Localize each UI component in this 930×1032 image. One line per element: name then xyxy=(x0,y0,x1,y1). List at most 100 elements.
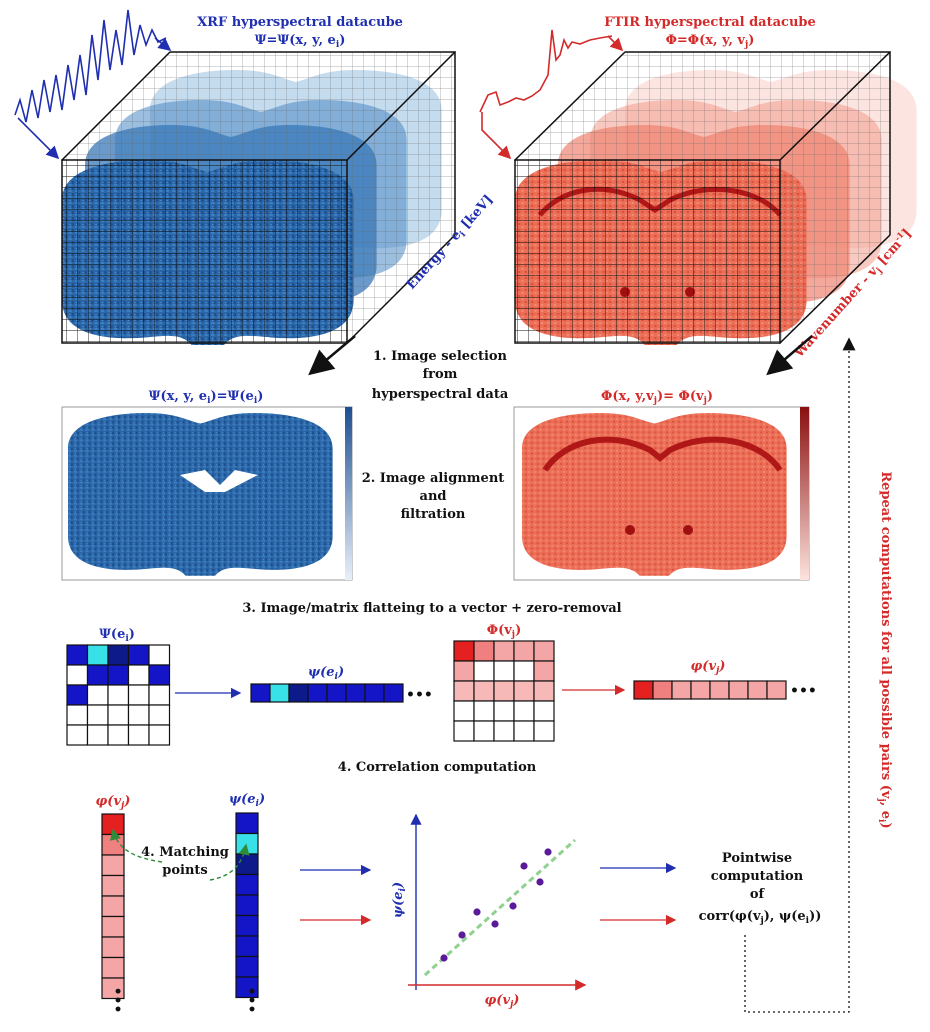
xrf-spectrum xyxy=(14,9,167,123)
scatter-x-label: φ(vj) xyxy=(485,993,520,1010)
scatter-point xyxy=(536,878,544,886)
xrf-matrix-cell xyxy=(127,684,150,706)
matching-points-line2: points xyxy=(162,863,207,878)
xrf-column-cell xyxy=(235,894,259,917)
xrf-column-vector xyxy=(235,812,259,999)
xrf-vector-cell xyxy=(250,683,271,703)
ftir-column-cell xyxy=(101,813,125,836)
ftir-matrix-cell xyxy=(473,660,495,682)
xrf-matrix-cell xyxy=(86,664,109,686)
xrf-matrix-cell xyxy=(107,664,130,686)
ftir-column-label: φ(vj) xyxy=(96,794,131,811)
xrf-selected-image xyxy=(61,406,353,581)
xrf-matrix-cell xyxy=(86,644,109,666)
xrf-column-cell xyxy=(235,955,259,978)
ftir-matrix-cell xyxy=(473,720,495,742)
xrf-image-label: Ψ(x, y, ei)=Ψ(ei) xyxy=(149,389,264,406)
ftir-datacube xyxy=(479,29,917,345)
xrf-cube-formula: Ψ=Ψ(x, y, ei) xyxy=(255,33,346,50)
correlation-scatter-plot xyxy=(408,813,587,991)
ftir-column-cell xyxy=(101,854,125,877)
ftir-matrix-cell xyxy=(453,720,475,742)
ftir-colorbar xyxy=(800,407,809,580)
scatter-fit-line xyxy=(423,838,577,977)
xrf-matrix-cell xyxy=(107,644,130,666)
ftir-matrix-label: Φ(vj) xyxy=(487,623,521,640)
step2-line1: 2. Image alignment xyxy=(362,471,505,486)
ftir-vector-cell xyxy=(671,680,692,700)
xrf-matrix-cell xyxy=(66,684,89,706)
ftir-cube-title: FTIR hyperspectral datacube xyxy=(604,15,816,30)
ftir-matrix-cell xyxy=(453,660,475,682)
xrf-vector-cell xyxy=(326,683,347,703)
ftir-image-label: Φ(x, y,vj)= Φ(vj) xyxy=(601,389,713,406)
result-line3: of xyxy=(750,887,766,902)
ftir-vector-cell xyxy=(652,680,673,700)
result-line4: corr(φ(vj), ψ(ei)) xyxy=(699,909,822,926)
scatter-point xyxy=(440,954,448,962)
xrf-column-cell xyxy=(235,914,259,937)
xrf-matrix-cell xyxy=(66,704,89,726)
xrf-column-cell xyxy=(235,873,259,896)
xrf-matrix-cell xyxy=(107,704,130,726)
result-line2: computation xyxy=(711,869,804,884)
ftir-column-cell xyxy=(101,915,125,938)
ftir-matrix-cell xyxy=(453,700,475,722)
ftir-matrix-cell xyxy=(493,720,515,742)
ftir-spectrum xyxy=(479,29,613,113)
repeat-computations-label: Repeat computations for all possible pai… xyxy=(876,471,893,828)
ftir-matrix-cell xyxy=(513,660,535,682)
ftir-vector-cell xyxy=(728,680,749,700)
xrf-column-label: ψ(ei) xyxy=(229,792,265,809)
ftir-matrix-cell xyxy=(493,700,515,722)
xrf-matrix-cell xyxy=(66,724,89,746)
ftir-vector-cell xyxy=(766,680,787,700)
scatter-point xyxy=(509,902,517,910)
xrf-matrix-cell xyxy=(107,684,130,706)
ftir-matrix-cell xyxy=(533,720,555,742)
xrf-matrix-label: Ψ(ei) xyxy=(99,627,135,644)
xrf-matrix-cell xyxy=(107,724,130,746)
xrf-column-cell xyxy=(235,832,259,855)
xrf-colorbar xyxy=(345,407,352,580)
xrf-vector-cell xyxy=(364,683,385,703)
xrf-matrix-cell xyxy=(148,724,171,746)
ftir-matrix-cell xyxy=(513,680,535,702)
xrf-vector-cell xyxy=(345,683,366,703)
xrf-column-cell xyxy=(235,976,259,999)
ftir-vector-cell xyxy=(633,680,654,700)
ftir-matrix xyxy=(453,640,555,742)
ftir-matrix-cell xyxy=(533,640,555,662)
ftir-column-vector xyxy=(101,813,125,1000)
step2-line2: and xyxy=(420,489,447,504)
scatter-point xyxy=(473,908,481,916)
ftir-matrix-cell xyxy=(453,640,475,662)
step1-line3: hyperspectral data xyxy=(372,387,509,402)
scatter-point xyxy=(544,848,552,856)
xrf-matrix-cell xyxy=(148,684,171,706)
ftir-matrix-cell xyxy=(533,680,555,702)
xrf-matrix-cell xyxy=(86,704,109,726)
matching-points-line1: 4. Matching xyxy=(141,845,229,860)
ftir-matrix-cell xyxy=(533,700,555,722)
ftir-matrix-cell xyxy=(513,720,535,742)
ftir-vector-cell xyxy=(747,680,768,700)
ftir-vector-label: φ(vj) xyxy=(691,659,726,676)
xrf-vector xyxy=(250,683,404,703)
ftir-vector-cell xyxy=(690,680,711,700)
ftir-column-cell xyxy=(101,977,125,1000)
xrf-matrix-cell xyxy=(148,644,171,666)
ftir-column-ellipsis: ••• xyxy=(109,987,125,1014)
ftir-column-cell xyxy=(101,936,125,959)
xrf-column-cell xyxy=(235,853,259,876)
scatter-point xyxy=(458,931,466,939)
ftir-column-cell xyxy=(101,895,125,918)
xrf-vector-cell xyxy=(269,683,290,703)
xrf-vector-cell xyxy=(307,683,328,703)
matching-curve-left xyxy=(109,828,163,863)
step3-title: 3. Image/matrix flatteing to a vector + … xyxy=(242,601,621,616)
xrf-matrix-cell xyxy=(127,664,150,686)
xrf-vector-ellipsis: ••• xyxy=(406,687,433,703)
xrf-matrix-cell xyxy=(148,704,171,726)
